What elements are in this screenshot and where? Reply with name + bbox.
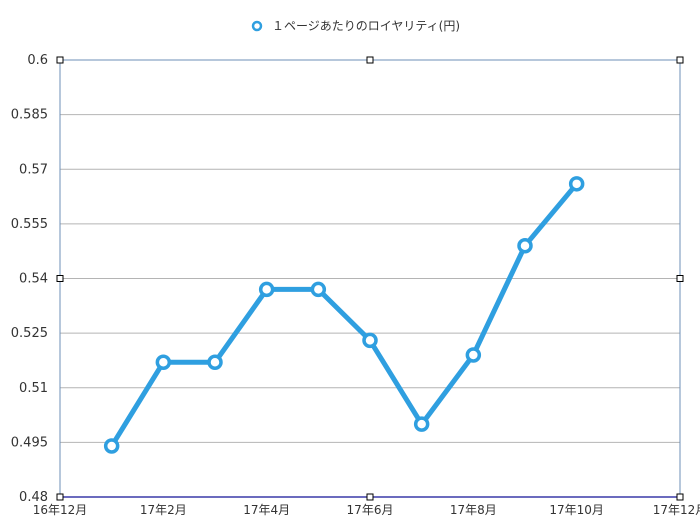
data-point — [517, 237, 533, 254]
y-tick-label: 0.48 — [19, 490, 48, 505]
series-group — [103, 176, 585, 454]
y-tick-label: 0.6 — [27, 53, 48, 68]
data-point — [155, 354, 172, 371]
resize-handle[interactable] — [56, 493, 64, 501]
x-tick-label: 17年4月 — [243, 503, 290, 517]
selection-handles[interactable] — [56, 56, 684, 501]
series-line — [109, 181, 580, 449]
resize-handle[interactable] — [56, 275, 64, 282]
y-tick-label: 0.51 — [19, 381, 48, 396]
x-tick-label: 17年12月 — [653, 503, 700, 517]
data-point — [465, 347, 482, 363]
x-axis-ticks: 16年12月 17年2月 17年4月 17年6月 17年8月 17年10月 17年12月 — [33, 503, 700, 517]
data-point — [362, 332, 378, 349]
y-tick-label: 0.54 — [19, 272, 48, 287]
data-point — [568, 176, 585, 192]
x-tick-label: 17年8月 — [450, 503, 497, 517]
y-tick-label: 0.585 — [11, 108, 48, 123]
resize-handle[interactable] — [56, 56, 64, 64]
y-tick-label: 0.555 — [11, 217, 48, 232]
y-tick-label: 0.525 — [11, 326, 48, 341]
data-point — [207, 354, 223, 371]
x-tick-label: 17年2月 — [140, 503, 187, 517]
resize-handle[interactable] — [676, 493, 684, 501]
data-point — [310, 281, 327, 298]
data-point — [103, 438, 120, 454]
legend-marker — [251, 20, 263, 32]
grid — [60, 114, 680, 443]
y-tick-label: 0.57 — [19, 162, 48, 177]
legend: １ページあたりのロイヤリティ(円) — [251, 19, 460, 33]
y-tick-label: 0.495 — [11, 435, 48, 450]
resize-handle[interactable] — [366, 493, 374, 501]
resize-handle[interactable] — [676, 275, 684, 282]
resize-handle[interactable] — [676, 56, 684, 64]
resize-handle[interactable] — [366, 56, 374, 64]
data-point — [258, 281, 275, 298]
y-axis-ticks: 0.48 0.495 0.51 0.525 0.54 0.555 0.57 0.585 0.6 — [11, 53, 48, 505]
data-point — [413, 416, 430, 432]
legend-label: １ページあたりのロイヤリティ(円) — [272, 19, 460, 33]
x-tick-label: 17年10月 — [549, 503, 604, 517]
x-tick-label: 17年6月 — [347, 503, 394, 517]
x-tick-label: 16年12月 — [33, 503, 88, 517]
